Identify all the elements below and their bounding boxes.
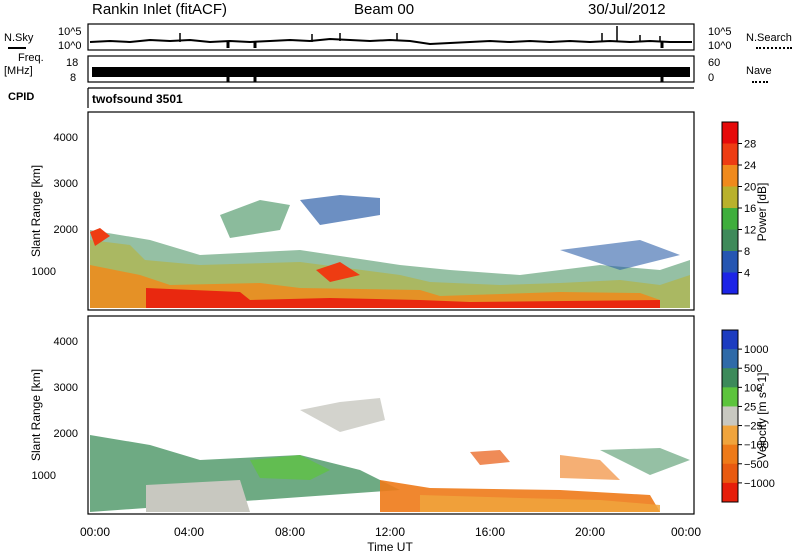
velocity-colorbar-swatch bbox=[722, 444, 738, 465]
cpid-label: CPID bbox=[8, 91, 35, 103]
velocity-ylabel: Slant Range [km] bbox=[29, 369, 43, 461]
velocity-colorbar-tick-label: 25 bbox=[744, 401, 756, 413]
xlabel: Time UT bbox=[367, 540, 413, 554]
velocity-colorbar-swatch bbox=[722, 425, 738, 446]
nave-lo: 0 bbox=[708, 72, 714, 84]
power-colorbar-tick-label: 8 bbox=[744, 246, 750, 258]
velocity-colorbar-ticks: 1000 500 100 25 −25 −100 −500 −1000 bbox=[738, 344, 775, 490]
nave-label: Nave bbox=[746, 65, 772, 77]
power-colorbar-ticks: 28 24 20 16 12 8 4 bbox=[738, 139, 756, 280]
nsky-underline bbox=[8, 47, 26, 49]
velocity-colorbar-swatch bbox=[722, 330, 738, 350]
nsky-scale-hi: 10^5 bbox=[58, 26, 82, 38]
velocity-colorbar-swatch bbox=[722, 406, 738, 427]
velocity-ytick-2000: 2000 bbox=[54, 428, 78, 440]
freq-lo: 8 bbox=[70, 72, 76, 84]
xtick-2: 08:00 bbox=[275, 525, 305, 539]
power-colorbar-swatch bbox=[722, 143, 738, 166]
xtick-1: 04:00 bbox=[174, 525, 204, 539]
power-ylabel: Slant Range [km] bbox=[29, 165, 43, 257]
power-colorbar-swatch bbox=[722, 165, 738, 187]
station-title: Rankin Inlet (fitACF) bbox=[92, 1, 228, 18]
velocity-colorbar-swatch bbox=[722, 482, 738, 503]
freq-hi: 18 bbox=[66, 57, 78, 69]
date-title: 30/Jul/2012 bbox=[588, 1, 666, 18]
power-colorbar-tick-label: 20 bbox=[744, 182, 756, 194]
xtick-5: 20:00 bbox=[575, 525, 605, 539]
power-ytick-1000: 1000 bbox=[32, 266, 56, 278]
x-axis: 00:00 04:00 08:00 12:00 16:00 20:00 00:0… bbox=[80, 525, 701, 554]
velocity-colorbar: 1000 500 100 25 −25 −100 −500 −1000 Velocity [m… bbox=[721, 329, 775, 503]
velocity-colorbar-tick-label: −25 bbox=[744, 421, 763, 433]
velocity-colorbar-tick-label: 100 bbox=[744, 382, 762, 394]
nave-dotted-line bbox=[752, 81, 768, 83]
nave-hi: 60 bbox=[708, 57, 720, 69]
beam-title: Beam 00 bbox=[354, 1, 415, 18]
nsearch-scale-lo: 10^0 bbox=[708, 40, 732, 52]
power-colorbar-tick-label: 4 bbox=[744, 268, 750, 280]
freq-panel: 18 8 60 0 bbox=[66, 55, 720, 84]
power-ytick-3000: 3000 bbox=[54, 178, 78, 190]
nsky-label: N.Sky bbox=[4, 32, 34, 44]
power-colorbar-swatch bbox=[722, 251, 738, 273]
velocity-colorbar-swatch bbox=[722, 368, 738, 388]
freq-trace bbox=[92, 67, 690, 77]
power-colorbar-swatch bbox=[722, 122, 738, 144]
velocity-ytick-3000: 3000 bbox=[54, 382, 78, 394]
power-ytick-2000: 2000 bbox=[54, 224, 78, 236]
power-colorbar-tick-label: 24 bbox=[744, 160, 756, 172]
power-colorbar-swatch bbox=[722, 272, 738, 295]
velocity-colorbar-tick-label: 500 bbox=[744, 363, 762, 375]
velocity-colorbar-label: Velocity [m s^-1] bbox=[755, 373, 769, 460]
xtick-4: 16:00 bbox=[475, 525, 505, 539]
power-colorbar-tick-label: 16 bbox=[744, 203, 756, 215]
velocity-ytick-1000: 1000 bbox=[32, 470, 56, 482]
nsearch-dotted-line bbox=[756, 47, 792, 49]
xtick-0: 00:00 bbox=[80, 525, 110, 539]
power-colorbar-swatches bbox=[722, 122, 738, 295]
nsky-scale-lo: 10^0 bbox=[58, 40, 82, 52]
freq-label-2: [MHz] bbox=[4, 65, 33, 77]
nsearch-label: N.Search bbox=[746, 32, 792, 44]
xtick-6: 00:00 bbox=[671, 525, 701, 539]
cpid-row: twofsound 3501 bbox=[87, 87, 694, 108]
power-colorbar: 28 24 20 16 12 8 4 Power [dB] bbox=[721, 121, 769, 295]
velocity-ytick-4000: 4000 bbox=[54, 336, 78, 348]
velocity-panel: 1000 2000 3000 4000 Slant Range [km] bbox=[29, 315, 695, 515]
velocity-colorbar-tick-label: 1000 bbox=[744, 344, 768, 356]
velocity-colorbar-swatch bbox=[722, 463, 738, 484]
xtick-3: 12:00 bbox=[375, 525, 405, 539]
power-colorbar-label: Power [dB] bbox=[755, 183, 769, 242]
nsky-panel: 10^5 10^0 10^5 10^0 bbox=[58, 23, 732, 52]
power-colorbar-swatch bbox=[722, 186, 738, 209]
velocity-colorbar-tick-label: −500 bbox=[744, 459, 769, 471]
velocity-blobs bbox=[90, 398, 690, 512]
power-panel: 1000 2000 3000 4000 Slant Range [km] bbox=[29, 111, 695, 311]
power-colorbar-swatch bbox=[722, 208, 738, 230]
power-colorbar-tick-label: 12 bbox=[744, 225, 756, 237]
power-ytick-4000: 4000 bbox=[54, 132, 78, 144]
freq-label-1: Freq. bbox=[18, 52, 44, 64]
power-blobs bbox=[90, 195, 690, 308]
cpid-value: twofsound 3501 bbox=[92, 92, 183, 106]
velocity-colorbar-swatch bbox=[722, 349, 738, 369]
power-colorbar-swatch bbox=[722, 229, 738, 252]
power-colorbar-tick-label: 28 bbox=[744, 139, 756, 151]
nsearch-scale-hi: 10^5 bbox=[708, 26, 732, 38]
velocity-colorbar-tick-label: −1000 bbox=[744, 478, 775, 490]
nsky-trace bbox=[89, 37, 692, 46]
velocity-colorbar-swatch bbox=[722, 387, 738, 407]
velocity-colorbar-swatches bbox=[722, 330, 738, 503]
velocity-colorbar-tick-label: −100 bbox=[744, 440, 769, 452]
